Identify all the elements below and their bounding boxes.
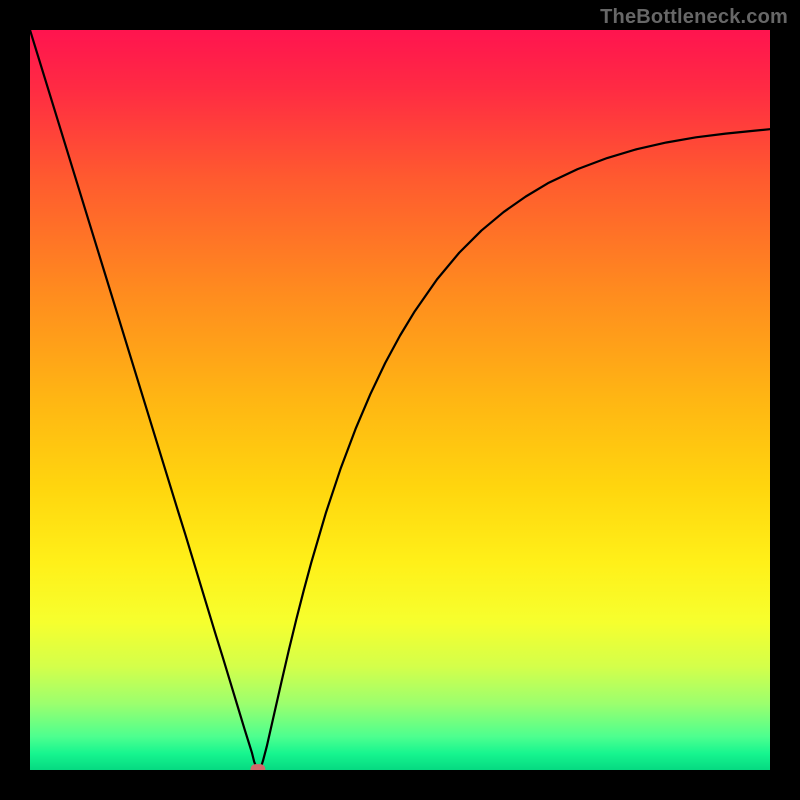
watermark-text: TheBottleneck.com	[600, 6, 788, 29]
bottleneck-chart	[30, 30, 770, 770]
chart-container: { "watermark": { "text": "TheBottleneck.…	[0, 0, 800, 800]
optimal-point-marker	[251, 764, 266, 770]
plot-area	[30, 30, 770, 770]
gradient-background	[30, 30, 770, 770]
